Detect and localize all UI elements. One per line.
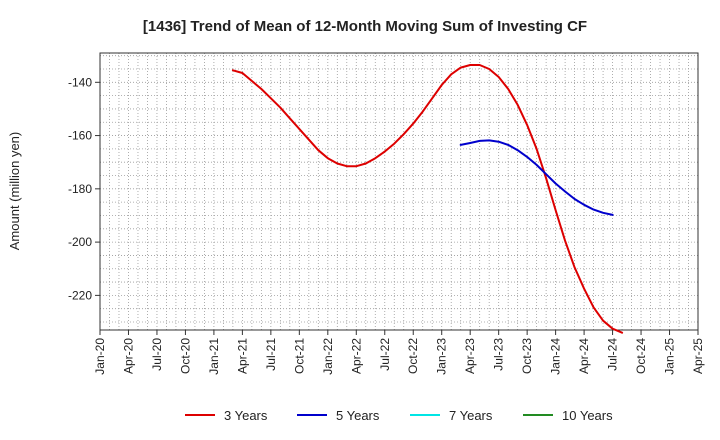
legend-label: 5 Years	[336, 408, 380, 423]
x-tick-label: Jul-22	[378, 338, 392, 371]
series-line-3-years	[231, 64, 624, 334]
x-tick-label: Oct-20	[178, 338, 192, 374]
legend-label: 7 Years	[449, 408, 493, 423]
x-tick-label: Oct-24	[634, 338, 648, 374]
y-tick-label: -140	[68, 75, 92, 89]
x-tick-label: Apr-20	[121, 338, 135, 374]
x-tick-label: Jan-23	[435, 338, 449, 375]
legend-label: 3 Years	[224, 408, 268, 423]
x-tick-label: Jan-21	[207, 338, 221, 375]
series-line-5-years	[459, 139, 614, 216]
x-tick-label: Jul-23	[492, 338, 506, 371]
x-tick-label: Apr-21	[235, 338, 249, 374]
x-tick-label: Jan-20	[93, 338, 107, 375]
x-tick-label: Oct-23	[520, 338, 534, 374]
y-axis: -140 -160 -180 -200 -220	[68, 75, 100, 302]
y-tick-label: -180	[68, 182, 92, 196]
x-tick-label: Jan-24	[549, 338, 563, 375]
chart-title: [1436] Trend of Mean of 12-Month Moving …	[143, 18, 587, 35]
x-tick-label: Apr-23	[463, 338, 477, 374]
x-tick-label: Jul-20	[150, 338, 164, 371]
legend: 3 Years 5 Years 7 Years 10 Years	[185, 408, 613, 423]
x-tick-label: Jul-21	[264, 338, 278, 371]
x-tick-label: Oct-21	[292, 338, 306, 374]
series-group	[231, 64, 624, 334]
plot-area	[99, 52, 699, 331]
x-tick-label: Jan-25	[663, 338, 677, 375]
y-tick-label: -160	[68, 129, 92, 143]
y-tick-label: -220	[68, 288, 92, 302]
x-tick-label: Oct-22	[406, 338, 420, 374]
x-tick-label: Jul-24	[606, 338, 620, 371]
grid	[100, 53, 698, 330]
y-axis-label: Amount (million yen)	[7, 132, 22, 251]
x-tick-label: Apr-22	[349, 338, 363, 374]
y-tick-label: -200	[68, 235, 92, 249]
x-tick-label: Apr-24	[577, 338, 591, 374]
x-tick-label: Apr-25	[691, 338, 705, 374]
x-tick-label: Jan-22	[321, 338, 335, 375]
legend-label: 10 Years	[562, 408, 613, 423]
x-axis: Jan-20 Apr-20 Jul-20 Oct-20 Jan-21 Apr-21 Jul-…	[93, 330, 705, 375]
